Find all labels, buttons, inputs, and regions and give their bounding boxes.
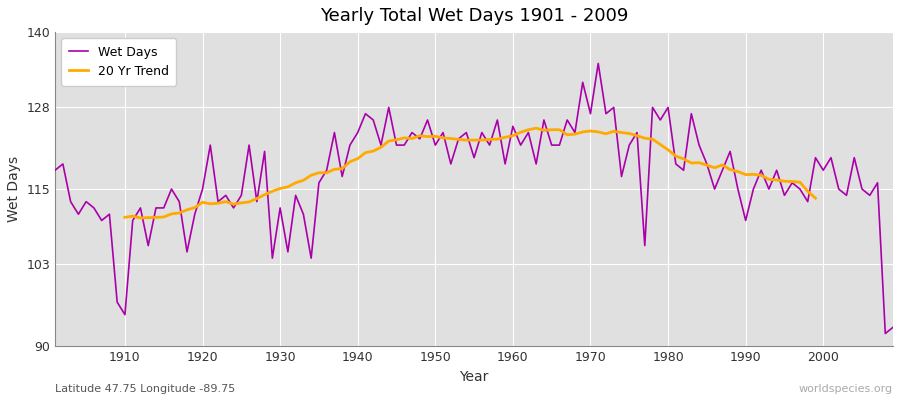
Wet Days: [887, 325, 898, 330]
Wet Days: [608, 105, 619, 110]
Wet Days: [283, 250, 293, 254]
Line: 20 Yr Trend: 20 Yr Trend: [125, 128, 815, 218]
Wet Days: [880, 331, 891, 336]
20 Yr Trend: [795, 180, 806, 184]
X-axis label: Year: Year: [459, 370, 489, 384]
20 Yr Trend: [337, 166, 347, 171]
20 Yr Trend: [810, 196, 821, 200]
Y-axis label: Wet Days: Wet Days: [7, 156, 21, 222]
Line: Wet Days: Wet Days: [55, 64, 893, 334]
20 Yr Trend: [709, 165, 720, 170]
Wet Days: [50, 168, 60, 173]
20 Yr Trend: [135, 216, 146, 220]
Wet Days: [112, 300, 122, 304]
Wet Days: [593, 61, 604, 66]
Wet Days: [329, 130, 340, 135]
Legend: Wet Days, 20 Yr Trend: Wet Days, 20 Yr Trend: [61, 38, 176, 86]
20 Yr Trend: [724, 167, 735, 172]
20 Yr Trend: [616, 130, 627, 135]
Wet Days: [500, 162, 510, 166]
Title: Yearly Total Wet Days 1901 - 2009: Yearly Total Wet Days 1901 - 2009: [320, 7, 628, 25]
Wet Days: [508, 124, 518, 129]
20 Yr Trend: [531, 126, 542, 130]
20 Yr Trend: [120, 215, 130, 220]
Text: Latitude 47.75 Longitude -89.75: Latitude 47.75 Longitude -89.75: [55, 384, 236, 394]
20 Yr Trend: [220, 199, 231, 204]
Text: worldspecies.org: worldspecies.org: [799, 384, 893, 394]
